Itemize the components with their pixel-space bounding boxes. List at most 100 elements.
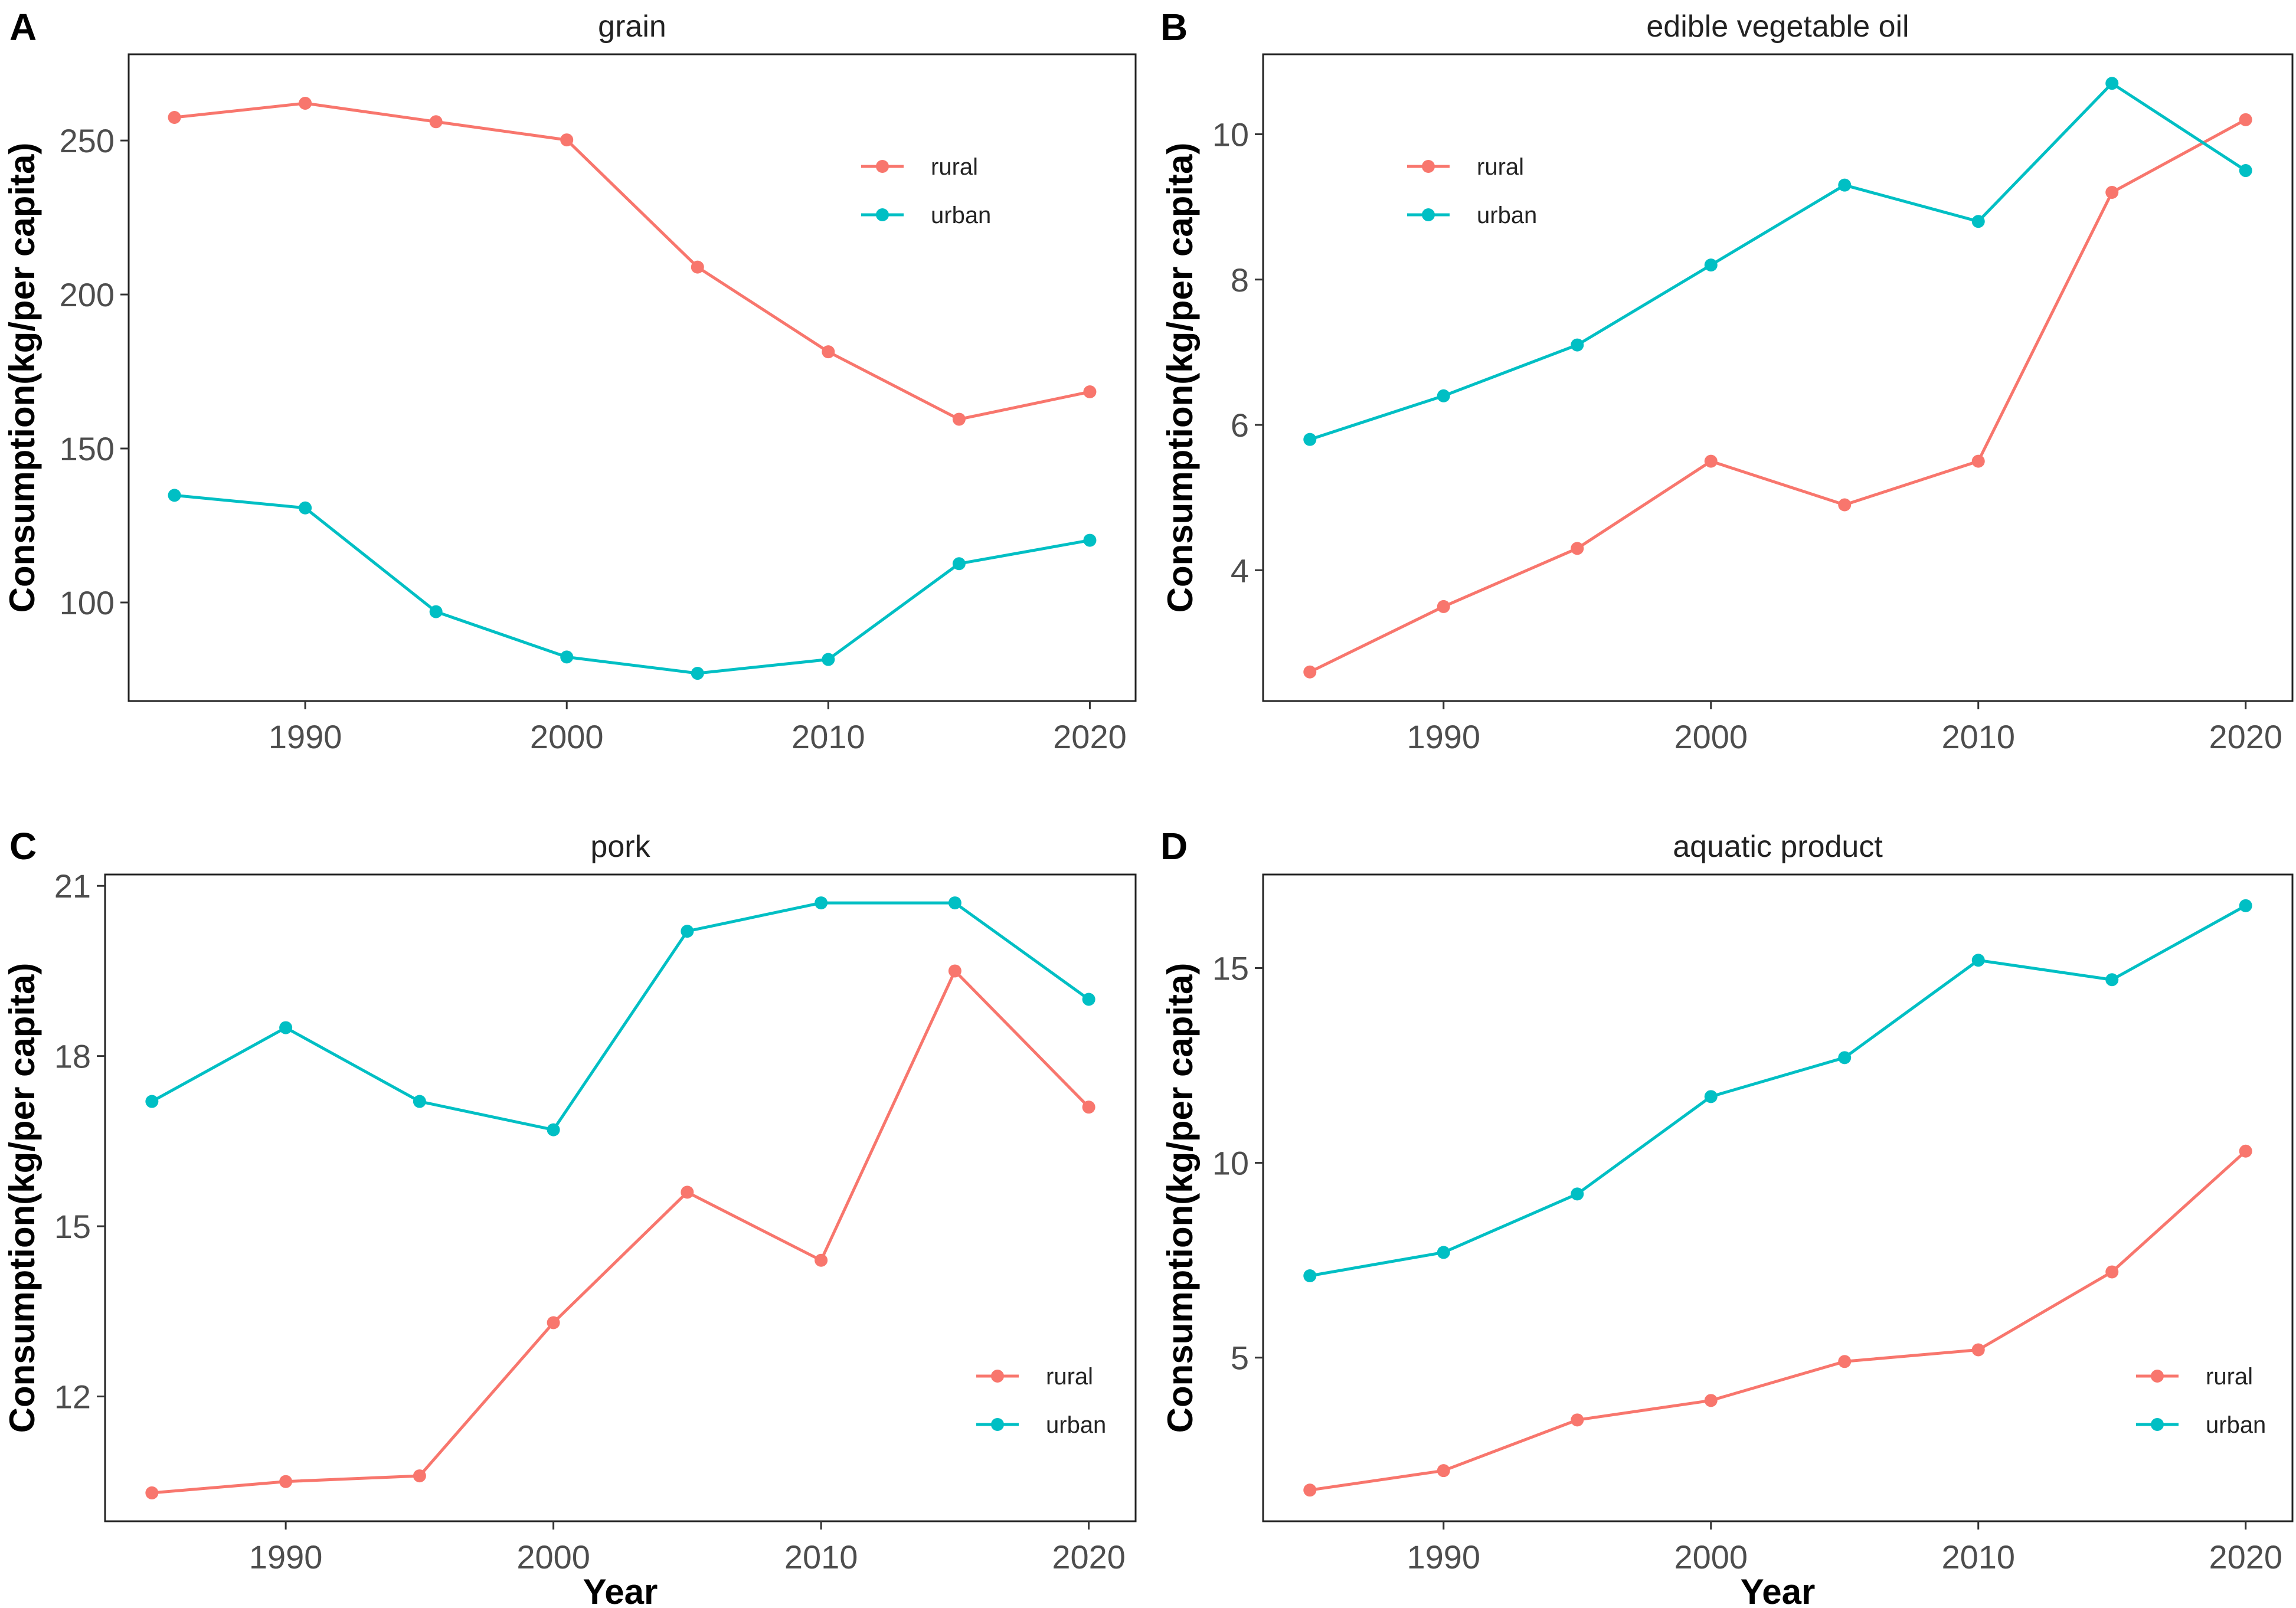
data-point-urban	[145, 1095, 159, 1108]
y-tick-label: 10	[1212, 1145, 1249, 1182]
data-point-urban	[2239, 164, 2252, 178]
data-point-urban	[168, 489, 181, 502]
y-tick-label: 18	[54, 1038, 91, 1075]
series-line-rural	[152, 969, 1090, 1495]
data-point-urban	[1838, 1051, 1852, 1065]
panel-tag: C	[9, 825, 37, 867]
data-point-urban	[1437, 389, 1450, 402]
legend-label: urban	[931, 202, 991, 228]
x-tick-label: 1990	[269, 718, 342, 755]
legend-item-urban: urban	[861, 202, 991, 228]
y-tick-label: 12	[54, 1378, 91, 1415]
legend-item-rural: rural	[2136, 1364, 2253, 1390]
series-line-rural	[174, 101, 1091, 421]
x-tick-label: 2020	[2209, 718, 2282, 755]
data-point-rural	[822, 345, 835, 359]
data-point-rural	[1082, 1101, 1095, 1114]
y-tick-label: 15	[1212, 949, 1249, 987]
panel-tag: A	[9, 6, 37, 48]
data-point-rural	[1303, 665, 1317, 679]
panel-tag: B	[1160, 6, 1188, 48]
x-tick-label: 2000	[1674, 1538, 1748, 1576]
data-point-rural	[168, 110, 181, 124]
y-axis-title: Consumption(kg/per capita)	[2, 963, 42, 1433]
panel-title: edible vegetable oil	[1646, 9, 1909, 44]
data-point-urban	[1303, 1269, 1317, 1283]
x-tick-label: 2010	[792, 718, 865, 755]
y-tick-label: 250	[60, 122, 115, 159]
legend-swatch-dot	[2151, 1370, 2164, 1383]
legend-label: urban	[2206, 1412, 2266, 1438]
data-point-rural	[2105, 1265, 2119, 1279]
series-line-urban	[151, 901, 1090, 1132]
x-axis-title: Year	[1741, 1572, 1816, 1608]
data-point-urban	[822, 653, 835, 666]
data-point-urban	[1971, 215, 1985, 228]
panel-title: grain	[598, 9, 666, 44]
legend-swatch-dot	[876, 160, 889, 173]
data-point-urban	[299, 501, 312, 515]
data-point-rural	[1437, 1464, 1450, 1478]
y-axis-title: Consumption(kg/per capita)	[1160, 143, 1200, 613]
y-tick-label: 6	[1231, 407, 1249, 444]
data-point-urban	[547, 1123, 560, 1137]
data-point-urban	[1704, 258, 1718, 272]
data-point-urban	[1082, 993, 1095, 1006]
series-line-urban	[1309, 81, 2247, 441]
data-point-rural	[952, 412, 966, 426]
panel-tag: D	[1160, 825, 1188, 867]
panel-title: aquatic product	[1673, 830, 1883, 864]
data-point-urban	[1303, 433, 1317, 446]
data-point-urban	[681, 925, 694, 938]
plot-frame	[1262, 53, 2294, 702]
data-point-urban	[1437, 1246, 1450, 1259]
data-point-urban	[429, 605, 443, 618]
x-tick-label: 2000	[530, 718, 604, 755]
x-tick-label: 2010	[784, 1538, 858, 1576]
data-point-rural	[2239, 1144, 2252, 1158]
x-axis-title: Year	[583, 1572, 658, 1608]
data-point-urban	[691, 667, 704, 680]
data-point-urban	[279, 1021, 293, 1034]
legend-label: rural	[1477, 154, 1524, 180]
data-point-urban	[948, 896, 961, 910]
legend-label: rural	[1046, 1364, 1093, 1390]
y-tick-label: 200	[60, 276, 115, 313]
series-line-urban	[1309, 904, 2246, 1278]
data-point-rural	[547, 1316, 560, 1329]
data-point-urban	[2105, 973, 2119, 987]
data-point-rural	[1838, 498, 1852, 512]
x-tick-label: 2010	[1941, 718, 2015, 755]
x-tick-label: 2020	[1052, 1538, 1126, 1576]
y-axis-title: Consumption(kg/per capita)	[2, 143, 42, 613]
y-tick-label: 21	[54, 867, 91, 905]
y-tick-label: 15	[54, 1208, 91, 1245]
data-point-urban	[413, 1095, 426, 1108]
legend-swatch-dot	[2151, 1418, 2164, 1431]
data-point-rural	[1571, 542, 1584, 555]
legend-swatch-dot	[1422, 160, 1435, 173]
data-point-rural	[279, 1475, 293, 1488]
data-point-rural	[1971, 1343, 1985, 1357]
y-tick-label: 5	[1231, 1340, 1249, 1377]
data-point-rural	[691, 260, 704, 274]
data-point-rural	[815, 1253, 828, 1267]
data-point-rural	[948, 964, 961, 978]
legend-item-rural: rural	[861, 154, 978, 180]
legend-item-rural: rural	[976, 1364, 1093, 1390]
legend-item-urban: urban	[2136, 1412, 2266, 1438]
data-point-rural	[1704, 1394, 1718, 1407]
legend-item-urban: urban	[976, 1412, 1106, 1438]
data-point-rural	[429, 115, 443, 129]
x-tick-label: 1990	[1407, 1538, 1480, 1576]
data-point-urban	[1704, 1090, 1718, 1103]
data-point-urban	[815, 896, 828, 910]
data-point-rural	[1971, 454, 1985, 468]
data-point-urban	[1971, 954, 1985, 967]
y-tick-label: 8	[1231, 261, 1249, 299]
plot-frame	[127, 53, 1137, 702]
